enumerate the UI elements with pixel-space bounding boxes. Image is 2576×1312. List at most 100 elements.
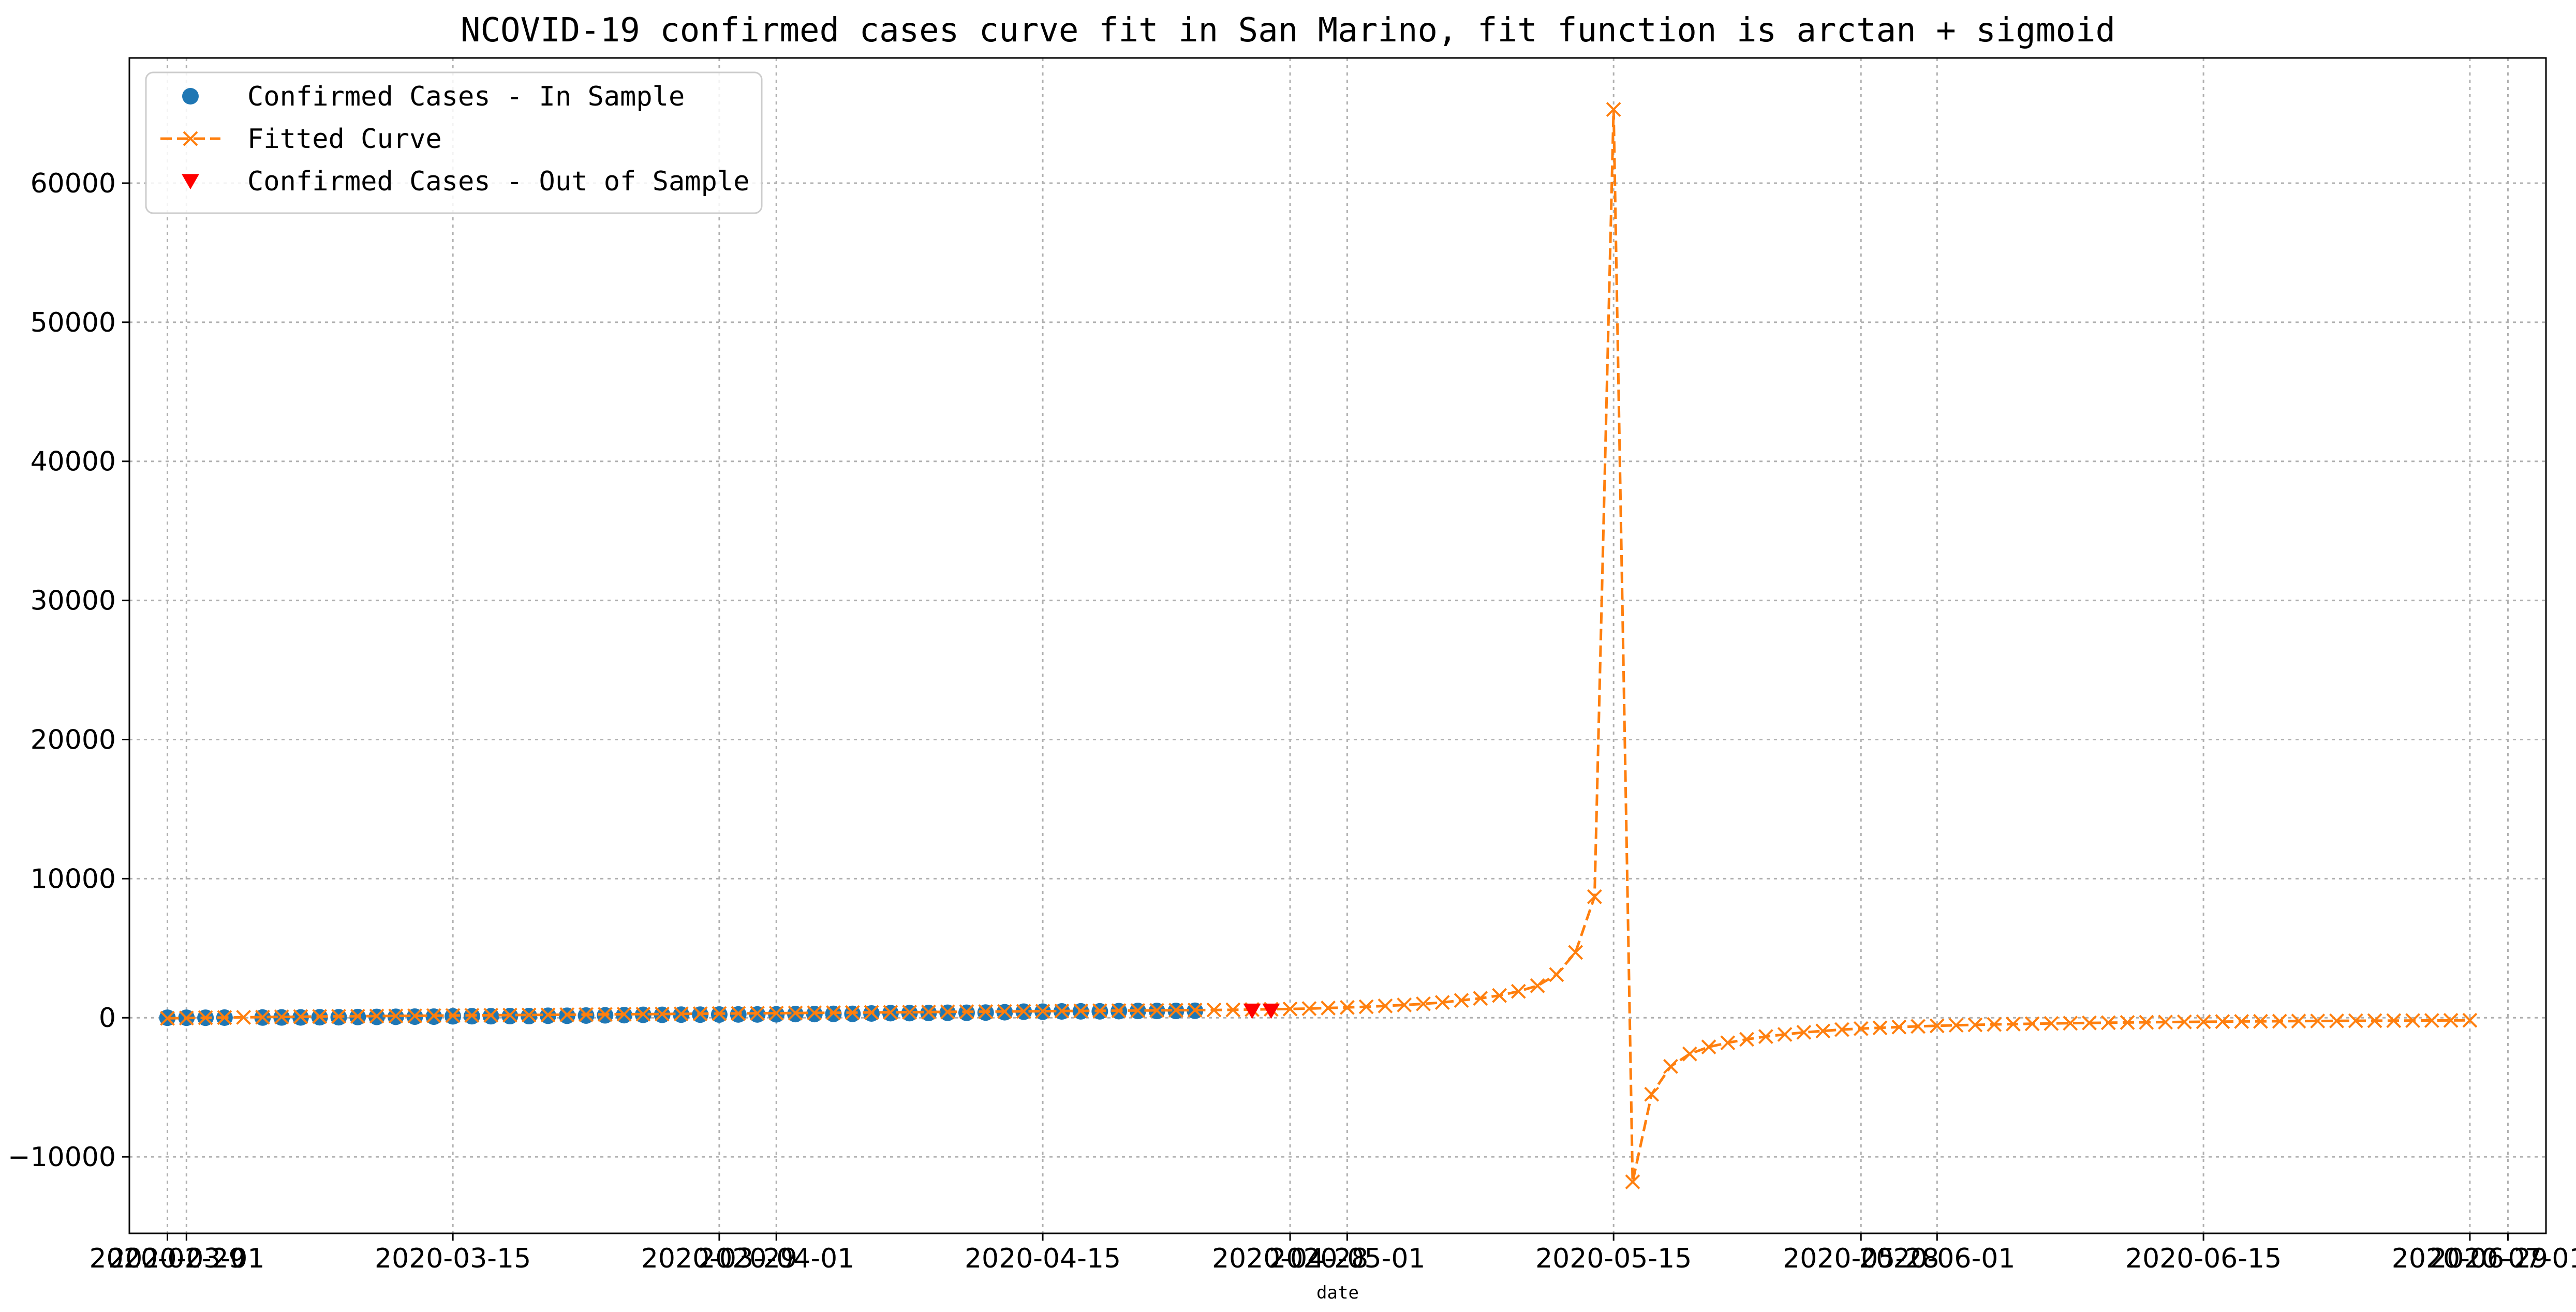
y-tick-label: 30000 bbox=[31, 586, 116, 617]
fitted-point bbox=[921, 1004, 936, 1020]
y-tick-label: 40000 bbox=[31, 446, 116, 478]
fitted-point bbox=[2462, 1012, 2478, 1028]
fitted-point bbox=[1967, 1017, 1983, 1033]
fitted-point bbox=[2253, 1013, 2268, 1029]
fitted-point bbox=[183, 131, 198, 146]
fitted-point bbox=[1682, 1046, 1697, 1062]
x-tick-label: 2020-05-28 bbox=[1783, 1243, 1939, 1274]
x-tick-label: 2020-06-01 bbox=[1859, 1243, 2015, 1274]
fitted-point bbox=[1891, 1019, 1907, 1035]
out-of-sample-point bbox=[1243, 1003, 1261, 1019]
fitted-point bbox=[2424, 1013, 2439, 1028]
fitted-point bbox=[1130, 1003, 1146, 1018]
x-tick-label: 2020-02-29 bbox=[89, 1243, 245, 1274]
legend-marker-out-of-sample bbox=[182, 174, 199, 190]
x-tick-label: 2020-07-01 bbox=[2430, 1243, 2576, 1274]
fitted-point bbox=[483, 1007, 499, 1023]
fitted-point bbox=[1225, 1002, 1241, 1018]
fitted-point bbox=[2291, 1013, 2306, 1029]
fitted-point bbox=[597, 1007, 613, 1022]
legend-frame bbox=[145, 71, 763, 214]
y-axis-ticks: −10000 0 10000 20000 30000 40000 50000 60000 bbox=[8, 168, 129, 1173]
fitted-point bbox=[2158, 1015, 2173, 1030]
fitted-point bbox=[407, 1008, 422, 1023]
x-axis-label: date bbox=[1316, 1283, 1359, 1303]
grid-layer bbox=[129, 58, 2546, 1233]
x-tick-label: 2020-03-01 bbox=[108, 1243, 264, 1274]
x-tick-label: 2020-06-29 bbox=[2392, 1243, 2548, 1274]
out-of-sample-point bbox=[1262, 1003, 1280, 1019]
fitted-point bbox=[1796, 1025, 1812, 1040]
legend-marker-in-sample bbox=[182, 88, 199, 105]
fitted-point bbox=[312, 1009, 328, 1024]
fitted-point bbox=[464, 1008, 480, 1023]
fitted-point bbox=[997, 1004, 1012, 1019]
fitted-point bbox=[1739, 1032, 1755, 1047]
legend-label: Confirmed Cases - Out of Sample bbox=[247, 166, 750, 197]
fitted-point bbox=[2329, 1013, 2344, 1028]
fitted-point bbox=[236, 1010, 251, 1025]
fitted-point bbox=[1397, 997, 1412, 1012]
fitted-point bbox=[1929, 1018, 1945, 1034]
x-tick-label: 2020-03-29 bbox=[641, 1243, 797, 1274]
fitted-point bbox=[1149, 1003, 1165, 1018]
y-tick-label: 20000 bbox=[31, 724, 116, 755]
fitted-point bbox=[1492, 988, 1507, 1003]
legend-label: Confirmed Cases - In Sample bbox=[247, 81, 685, 112]
fitted-point bbox=[1701, 1039, 1716, 1055]
fitted-point bbox=[521, 1007, 537, 1023]
fitted-point bbox=[1644, 1086, 1660, 1102]
fitted-point bbox=[1587, 889, 1602, 904]
x-tick-label: 2020-06-15 bbox=[2125, 1243, 2282, 1274]
fitted-point bbox=[2139, 1015, 2154, 1030]
series-out-of-sample bbox=[1243, 1003, 1280, 1019]
fitted-point bbox=[2100, 1015, 2116, 1031]
fitted-point bbox=[1016, 1004, 1031, 1019]
legend-label: Fitted Curve bbox=[247, 124, 442, 155]
fitted-point bbox=[540, 1007, 556, 1023]
fitted-point bbox=[1606, 102, 1621, 117]
fitted-point bbox=[1530, 978, 1545, 993]
fitted-point bbox=[940, 1004, 955, 1020]
fitted-point bbox=[1054, 1003, 1070, 1019]
fitted-point bbox=[2348, 1013, 2363, 1028]
fitted-point bbox=[2196, 1014, 2211, 1030]
fitted-point bbox=[1473, 991, 1488, 1006]
fitted-point bbox=[1758, 1029, 1773, 1044]
plot-series bbox=[159, 102, 2478, 1189]
fitted-point bbox=[2386, 1013, 2402, 1028]
fitted-point bbox=[750, 1006, 765, 1021]
plot-frame bbox=[128, 57, 2547, 1234]
fitted-point bbox=[1168, 1003, 1183, 1018]
fitted-point bbox=[1111, 1003, 1127, 1018]
fitted-point bbox=[731, 1006, 746, 1021]
fitted-point bbox=[369, 1008, 384, 1024]
x-tick-label: 2020-04-15 bbox=[965, 1243, 1121, 1274]
fitted-point bbox=[2177, 1014, 2192, 1030]
fitted-point bbox=[1511, 983, 1526, 999]
fitted-point bbox=[1358, 999, 1374, 1015]
fitted-point bbox=[445, 1008, 461, 1023]
fitted-point bbox=[864, 1005, 879, 1020]
fitted-point bbox=[274, 1009, 289, 1025]
y-tick-label: 50000 bbox=[31, 307, 116, 338]
legend: Confirmed Cases - In Sample Fitted Curve C… bbox=[145, 71, 763, 214]
fitted-point bbox=[635, 1006, 651, 1022]
fitted-point bbox=[1301, 1001, 1317, 1016]
fitted-point bbox=[1625, 1174, 1640, 1189]
fitted-point bbox=[1853, 1021, 1869, 1036]
fitted-point bbox=[1416, 996, 1431, 1011]
y-tick-label: 10000 bbox=[31, 863, 116, 894]
fitted-point bbox=[1549, 967, 1564, 982]
chart-title: NCOVID-19 confirmed cases curve fit in S… bbox=[461, 11, 2115, 50]
fitted-point bbox=[2310, 1013, 2326, 1028]
fitted-point bbox=[1035, 1004, 1050, 1019]
fitted-point bbox=[1321, 1001, 1336, 1016]
fitted-point bbox=[655, 1006, 670, 1022]
fitted-point bbox=[2044, 1016, 2059, 1031]
fitted-point bbox=[426, 1008, 441, 1023]
fitted-point bbox=[1568, 945, 1583, 960]
fitted-point bbox=[807, 1005, 822, 1021]
